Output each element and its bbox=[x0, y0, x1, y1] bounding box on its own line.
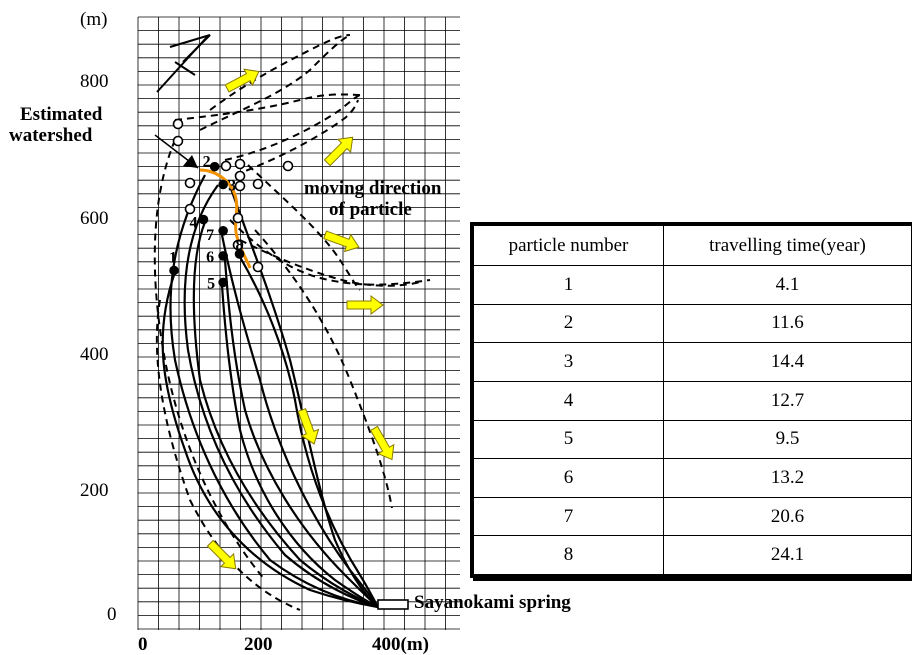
particle-label-1: 1 bbox=[169, 249, 177, 266]
particle-dot-2 bbox=[209, 161, 220, 172]
north-arrow-icon bbox=[156, 34, 211, 93]
particle-label-5: 5 bbox=[207, 275, 215, 292]
cell-travelling-time: 11.6 bbox=[662, 303, 912, 344]
header-particle-number: particle number bbox=[473, 225, 664, 266]
particle-dot-8 bbox=[234, 249, 245, 259]
table-row: 4 12.7 bbox=[473, 380, 912, 421]
particle-label-6: 6 bbox=[206, 249, 214, 266]
track-6 bbox=[223, 259, 379, 608]
spring-marker bbox=[377, 599, 409, 610]
cell-travelling-time: 24.1 bbox=[662, 535, 912, 575]
dashed-path-7 bbox=[199, 34, 351, 131]
estimated-watershed-label-line2: watershed bbox=[9, 125, 93, 146]
header-travelling-time: travelling time(year) bbox=[662, 225, 912, 266]
table-row: 3 14.4 bbox=[473, 342, 912, 382]
dashed-path-11 bbox=[247, 164, 361, 291]
dashed-path-6 bbox=[174, 93, 361, 121]
dashed-path-8 bbox=[209, 34, 351, 111]
y-tick-0: 0 bbox=[107, 604, 117, 625]
x-tick-0: 0 bbox=[138, 634, 148, 655]
direction-arrow-icon bbox=[206, 539, 237, 570]
table-row: 8 24.1 bbox=[473, 535, 912, 575]
cell-travelling-time: 20.6 bbox=[662, 496, 912, 537]
direction-arrow-icon bbox=[297, 408, 320, 445]
particle-label-8: 8 bbox=[236, 237, 244, 254]
cell-travelling-time: 4.1 bbox=[662, 265, 912, 305]
particle-tracks bbox=[161, 174, 379, 609]
table-row: 5 9.5 bbox=[473, 419, 912, 460]
moving-direction-label-line2: of particle bbox=[329, 199, 412, 220]
cell-particle-number: 3 bbox=[473, 342, 664, 382]
particle-label-4: 4 bbox=[190, 215, 198, 232]
x-tick-200: 200 bbox=[244, 634, 273, 655]
moving-direction-label-line1: moving direction bbox=[304, 178, 442, 199]
cell-particle-number: 8 bbox=[473, 535, 664, 575]
dashed-path-3 bbox=[254, 229, 393, 509]
watershed-pointer bbox=[154, 134, 199, 169]
pointer-arrowhead-icon bbox=[183, 155, 198, 168]
cell-particle-number: 6 bbox=[473, 458, 664, 498]
observation-points bbox=[172, 118, 294, 273]
cell-particle-number: 4 bbox=[473, 380, 664, 421]
table-row: 7 20.6 bbox=[473, 496, 912, 537]
particle-label-2: 2 bbox=[203, 154, 211, 171]
cell-travelling-time: 14.4 bbox=[662, 342, 912, 382]
cell-travelling-time: 9.5 bbox=[662, 419, 912, 460]
dashed-path-5 bbox=[239, 239, 421, 287]
y-tick-200: 200 bbox=[80, 480, 109, 501]
y-axis-unit: (m) bbox=[80, 9, 107, 30]
cell-particle-number: 5 bbox=[473, 419, 664, 460]
dashed-path-1 bbox=[155, 299, 301, 611]
particle-dot-6 bbox=[218, 251, 228, 261]
cell-particle-number: 1 bbox=[473, 265, 664, 305]
track-8 bbox=[239, 256, 379, 608]
dashed-flow-lines bbox=[153, 34, 431, 611]
particle-dot-7 bbox=[218, 225, 228, 236]
direction-arrows bbox=[206, 68, 395, 570]
dashed-path-4 bbox=[229, 219, 431, 286]
track-1 bbox=[161, 271, 379, 609]
dashed-path-9 bbox=[224, 94, 361, 161]
table-header-row: particle number travelling time(year) bbox=[473, 225, 912, 266]
track-7 bbox=[220, 234, 379, 608]
track-3 bbox=[183, 184, 379, 609]
direction-arrow-icon bbox=[369, 425, 395, 461]
direction-arrow-icon bbox=[323, 136, 354, 167]
particle-dot-4 bbox=[198, 214, 209, 225]
x-axis-unit: 400(m) bbox=[372, 634, 429, 655]
cell-travelling-time: 13.2 bbox=[662, 458, 912, 498]
estimated-watershed-label-line1: Estimated bbox=[20, 104, 103, 125]
spring-label: Sayanokami spring bbox=[414, 592, 571, 613]
cell-travelling-time: 12.7 bbox=[662, 380, 912, 421]
direction-arrow-icon bbox=[323, 230, 360, 253]
grid bbox=[137, 16, 460, 630]
dashed-path-10 bbox=[234, 99, 359, 176]
y-tick-400: 400 bbox=[80, 344, 109, 365]
y-tick-600: 600 bbox=[80, 208, 109, 229]
track-4 bbox=[192, 221, 379, 609]
dashed-path-2 bbox=[153, 139, 266, 581]
particle-label-3: 3 bbox=[228, 178, 236, 195]
table-row: 1 4.1 bbox=[473, 265, 912, 305]
cell-particle-number: 7 bbox=[473, 496, 664, 537]
particle-dot-5 bbox=[218, 277, 228, 288]
particle-dot-3 bbox=[218, 179, 228, 190]
direction-arrow-icon bbox=[346, 295, 384, 315]
y-tick-800: 800 bbox=[80, 71, 109, 92]
particle-label-7: 7 bbox=[206, 227, 214, 244]
cell-particle-number: 2 bbox=[473, 303, 664, 344]
table-row: 2 11.6 bbox=[473, 303, 912, 344]
direction-arrow-icon bbox=[224, 68, 260, 93]
track-5 bbox=[220, 284, 379, 608]
table-body: 1 4.1 2 11.6 3 14.4 4 12.7 5 9.5 6 13.2 7 20.6 8 24.1 bbox=[473, 265, 912, 575]
table-row: 6 13.2 bbox=[473, 458, 912, 498]
particle-dot-1 bbox=[169, 265, 179, 276]
